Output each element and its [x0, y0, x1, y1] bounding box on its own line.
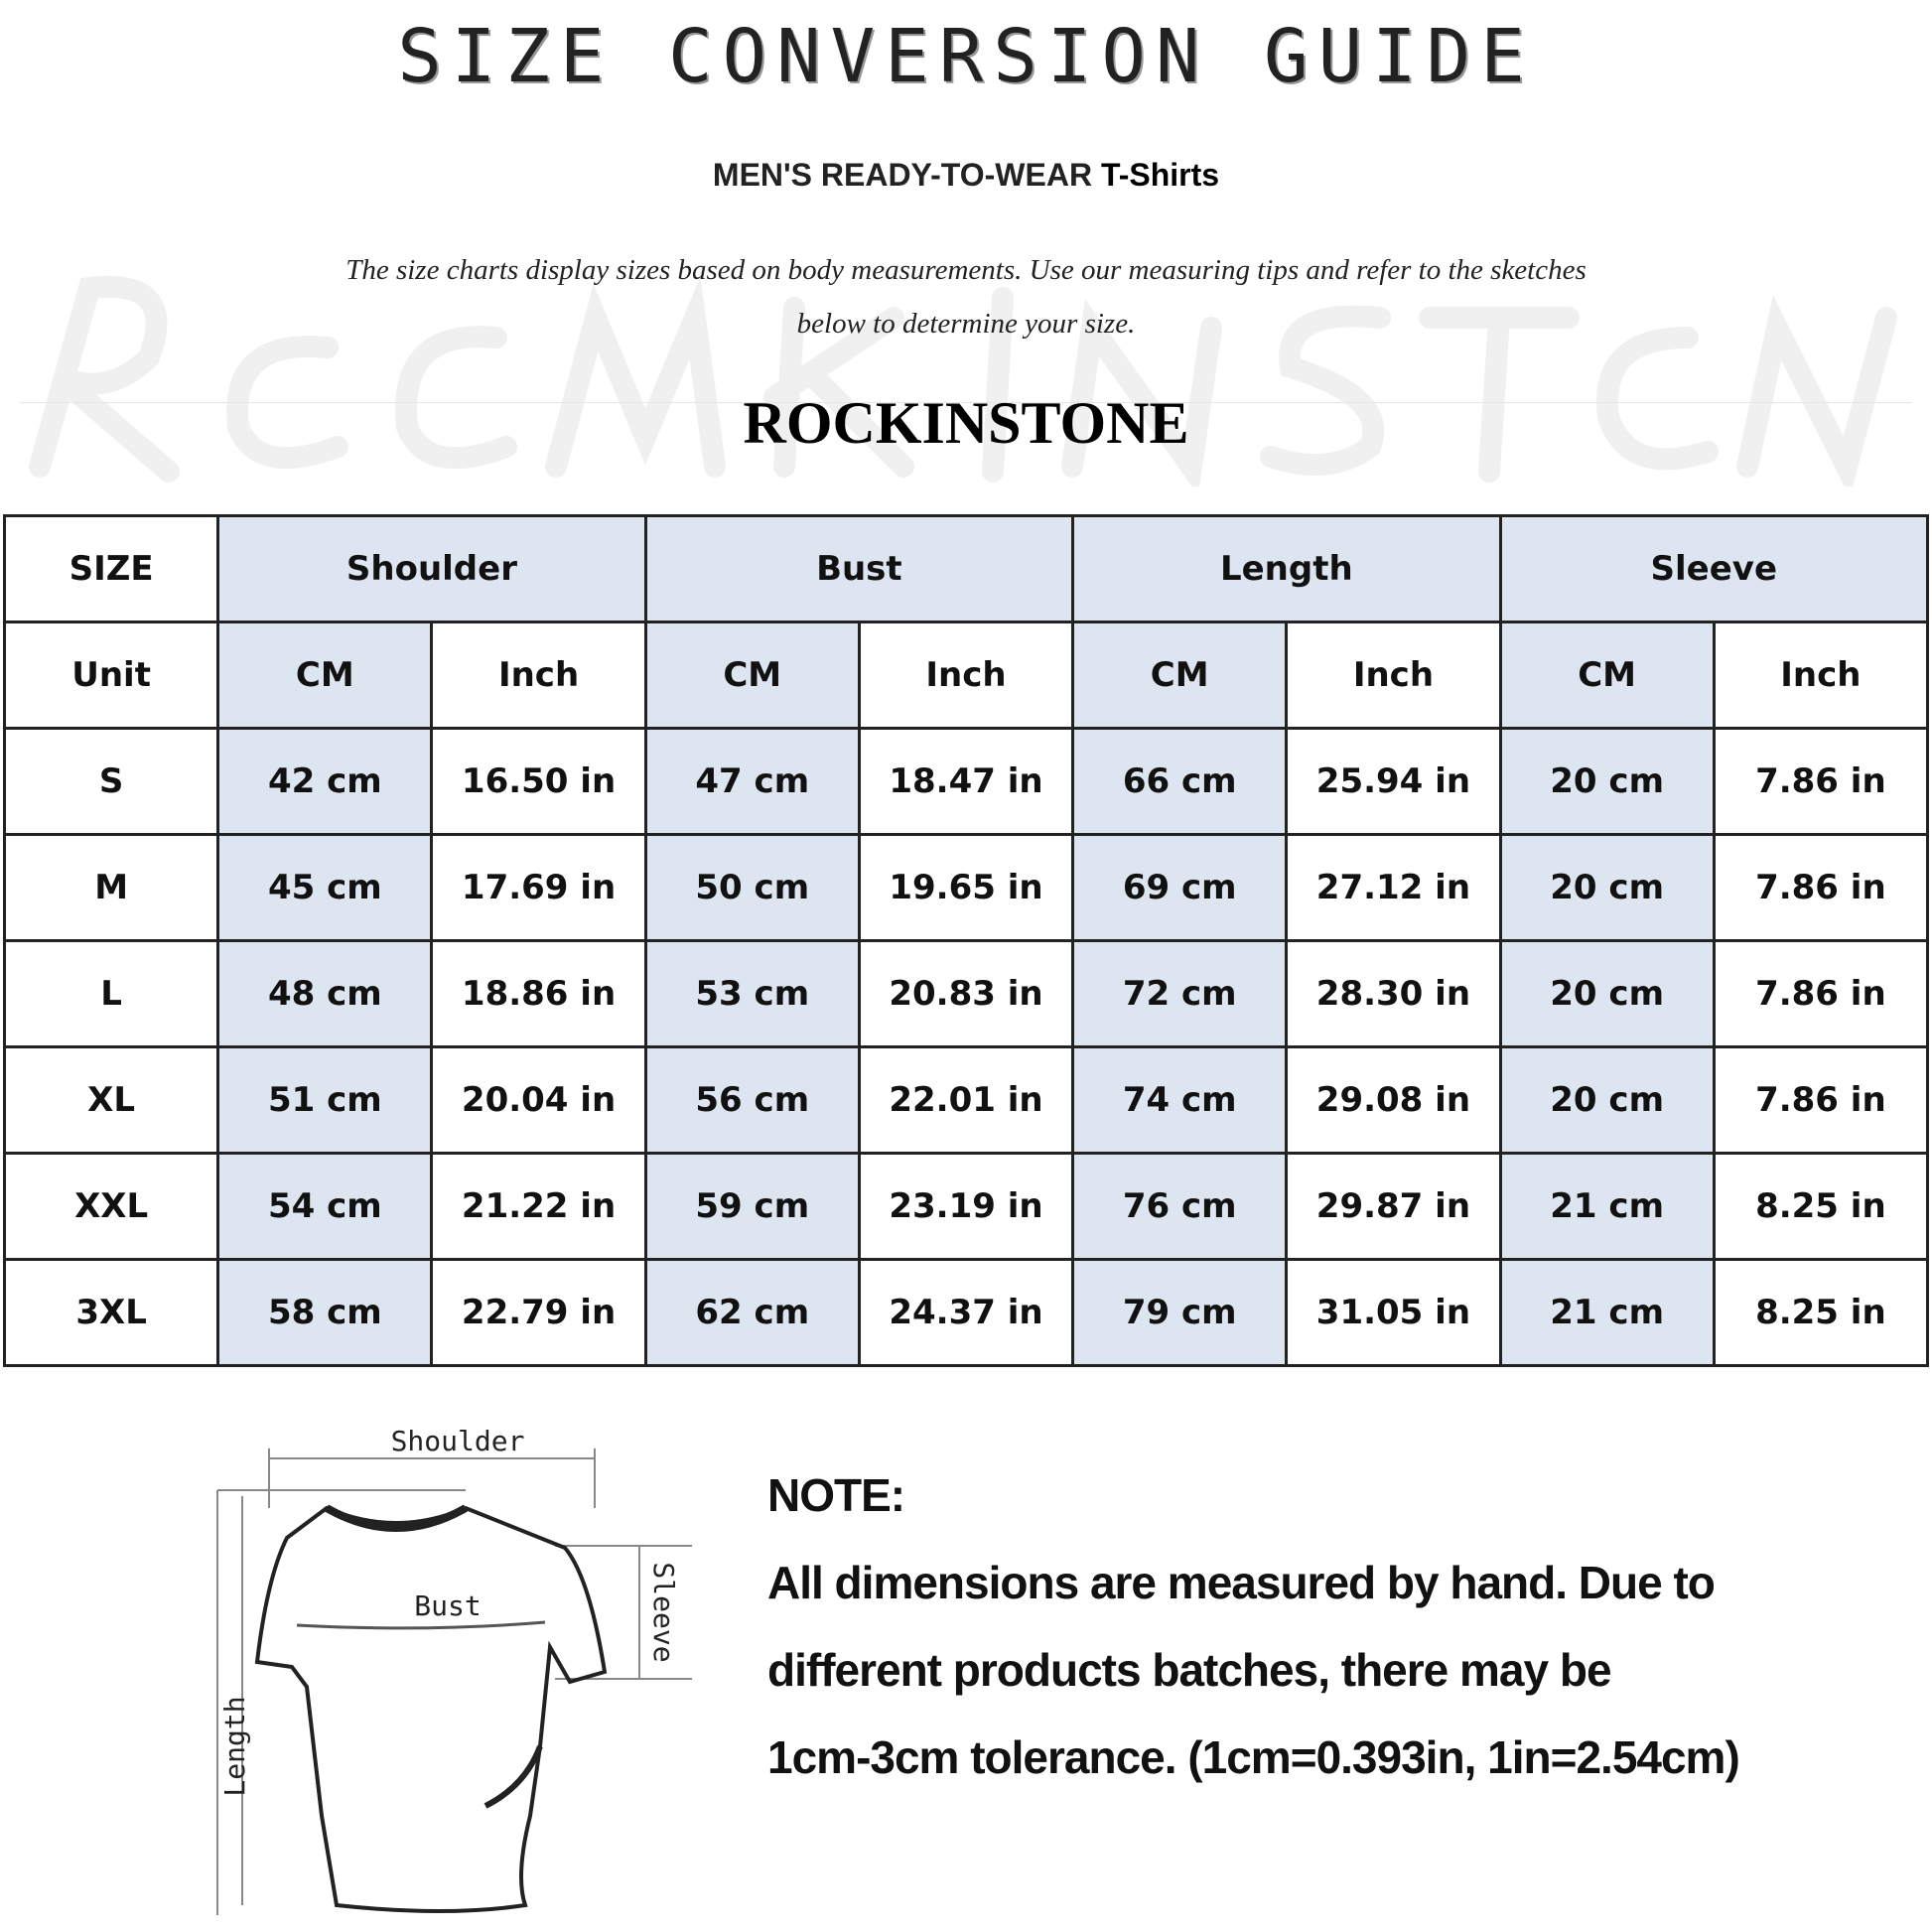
value-cell: 22.01 in — [857, 1045, 1075, 1155]
value-cell: 20 cm — [1498, 1045, 1716, 1155]
table-row: XL 51 cm 20.04 in 56 cm 22.01 in 74 cm 29.08 i… — [2, 1045, 1930, 1155]
note-heading: NOTE: — [767, 1469, 905, 1521]
note-block: NOTE: All dimensions are measured by han… — [767, 1451, 1919, 1801]
brand-name: ROCKINSTONE — [743, 390, 1189, 456]
value-cell: 66 cm — [1071, 727, 1289, 836]
note-line-2: different products batches, there may be — [767, 1644, 1612, 1696]
divider — [20, 402, 1912, 403]
value-cell: 76 cm — [1071, 1152, 1289, 1261]
value-cell: 23.19 in — [857, 1152, 1075, 1261]
value-cell: 50 cm — [643, 833, 861, 942]
unit-header: Inch — [430, 621, 647, 730]
shoulder-label: Shoulder — [391, 1425, 525, 1457]
length-label: Length — [218, 1696, 251, 1796]
value-cell: 47 cm — [643, 727, 861, 836]
value-cell: 7.86 in — [1712, 1045, 1930, 1155]
header-row: SIZE Shoulder Bust Length Sleeve — [2, 514, 1930, 623]
value-cell: 59 cm — [643, 1152, 861, 1261]
group-header-sleeve: Sleeve — [1498, 514, 1930, 623]
unit-header: CM — [1071, 621, 1289, 730]
unit-header: Inch — [1285, 621, 1502, 730]
unit-header: CM — [216, 621, 434, 730]
value-cell: 20.83 in — [857, 939, 1075, 1048]
description-line-1: The size charts display sizes based on b… — [345, 254, 1587, 286]
value-cell: 62 cm — [643, 1258, 861, 1367]
value-cell: 74 cm — [1071, 1045, 1289, 1155]
value-cell: 42 cm — [216, 727, 434, 836]
value-cell: 18.47 in — [857, 727, 1075, 836]
description-line-2: below to determine your size. — [796, 308, 1136, 340]
value-cell: 20 cm — [1498, 833, 1716, 942]
subtitle-main: MEN'S READY-TO-WEAR — [712, 157, 1101, 193]
group-header-bust: Bust — [643, 514, 1075, 623]
value-cell: 21 cm — [1498, 1258, 1716, 1367]
tshirt-measurement-sketch: Shoulder Bust Length Sleeve — [216, 1425, 692, 1915]
unit-row: Unit CM Inch CM Inch CM Inch CM Inch — [2, 621, 1930, 730]
group-header-length: Length — [1071, 514, 1502, 623]
value-cell: 8.25 in — [1712, 1152, 1930, 1261]
value-cell: 21 cm — [1498, 1152, 1716, 1261]
group-header-shoulder: Shoulder — [216, 514, 647, 623]
value-cell: 69 cm — [1071, 833, 1289, 942]
table-row: 3XL 58 cm 22.79 in 62 cm 24.37 in 79 cm 31.05 … — [2, 1258, 1930, 1367]
table-row: S 42 cm 16.50 in 47 cm 18.47 in 66 cm 25.94 in… — [2, 727, 1930, 836]
value-cell: 51 cm — [216, 1045, 434, 1155]
size-header: SIZE — [2, 514, 220, 623]
size-cell: XL — [2, 1045, 220, 1155]
value-cell: 58 cm — [216, 1258, 434, 1367]
watermark-brush-strokes — [29, 275, 1897, 486]
value-cell: 24.37 in — [857, 1258, 1075, 1367]
value-cell: 29.87 in — [1285, 1152, 1502, 1261]
value-cell: 20.04 in — [430, 1045, 647, 1155]
unit-header: Inch — [1712, 621, 1930, 730]
value-cell: 29.08 in — [1285, 1045, 1502, 1155]
unit-header: CM — [643, 621, 861, 730]
bust-label: Bust — [414, 1589, 481, 1622]
size-cell: L — [2, 939, 220, 1048]
size-cell: 3XL — [2, 1258, 220, 1367]
note-line-3: 1cm-3cm tolerance. (1cm=0.393in, 1in=2.5… — [767, 1731, 1740, 1783]
value-cell: 48 cm — [216, 939, 434, 1048]
subtitle-product: T-Shirts — [1100, 157, 1220, 193]
value-cell: 56 cm — [643, 1045, 861, 1155]
value-cell: 28.30 in — [1285, 939, 1502, 1048]
value-cell: 18.86 in — [430, 939, 647, 1048]
size-table: SIZE Shoulder Bust Length Sleeve Unit CM Inch CM… — [2, 514, 1930, 1367]
value-cell: 8.25 in — [1712, 1258, 1930, 1367]
value-cell: 21.22 in — [430, 1152, 647, 1261]
value-cell: 7.86 in — [1712, 727, 1930, 836]
value-cell: 19.65 in — [857, 833, 1075, 942]
table-row: M 45 cm 17.69 in 50 cm 19.65 in 69 cm 27.12 in… — [2, 833, 1930, 942]
watermark — [29, 275, 1897, 486]
value-cell: 7.86 in — [1712, 939, 1930, 1048]
value-cell: 20 cm — [1498, 939, 1716, 1048]
value-cell: 25.94 in — [1285, 727, 1502, 836]
value-cell: 27.12 in — [1285, 833, 1502, 942]
value-cell: 31.05 in — [1285, 1258, 1502, 1367]
page-title: SIZE CONVERSION GUIDE — [397, 14, 1535, 99]
value-cell: 53 cm — [643, 939, 861, 1048]
value-cell: 17.69 in — [430, 833, 647, 942]
value-cell: 45 cm — [216, 833, 434, 942]
note-line-1: All dimensions are measured by hand. Due… — [767, 1557, 1716, 1608]
value-cell: 16.50 in — [430, 727, 647, 836]
subtitle: MEN'S READY-TO-WEAR T-Shirts — [0, 157, 1932, 194]
unit-header: CM — [1498, 621, 1716, 730]
tshirt-outline — [254, 1504, 608, 1913]
sleeve-label: Sleeve — [647, 1562, 680, 1662]
unit-label: Unit — [2, 621, 220, 730]
measure-lines — [216, 1449, 692, 1915]
size-cell: XXL — [2, 1152, 220, 1261]
value-cell: 7.86 in — [1712, 833, 1930, 942]
value-cell: 79 cm — [1071, 1258, 1289, 1367]
table-row: XXL 54 cm 21.22 in 59 cm 23.19 in 76 cm 29.87 … — [2, 1152, 1930, 1261]
value-cell: 22.79 in — [430, 1258, 647, 1367]
value-cell: 54 cm — [216, 1152, 434, 1261]
value-cell: 72 cm — [1071, 939, 1289, 1048]
table-row: L 48 cm 18.86 in 53 cm 20.83 in 72 cm 28.30 in… — [2, 939, 1930, 1048]
size-cell: M — [2, 833, 220, 942]
value-cell: 20 cm — [1498, 727, 1716, 836]
unit-header: Inch — [857, 621, 1075, 730]
size-cell: S — [2, 727, 220, 836]
